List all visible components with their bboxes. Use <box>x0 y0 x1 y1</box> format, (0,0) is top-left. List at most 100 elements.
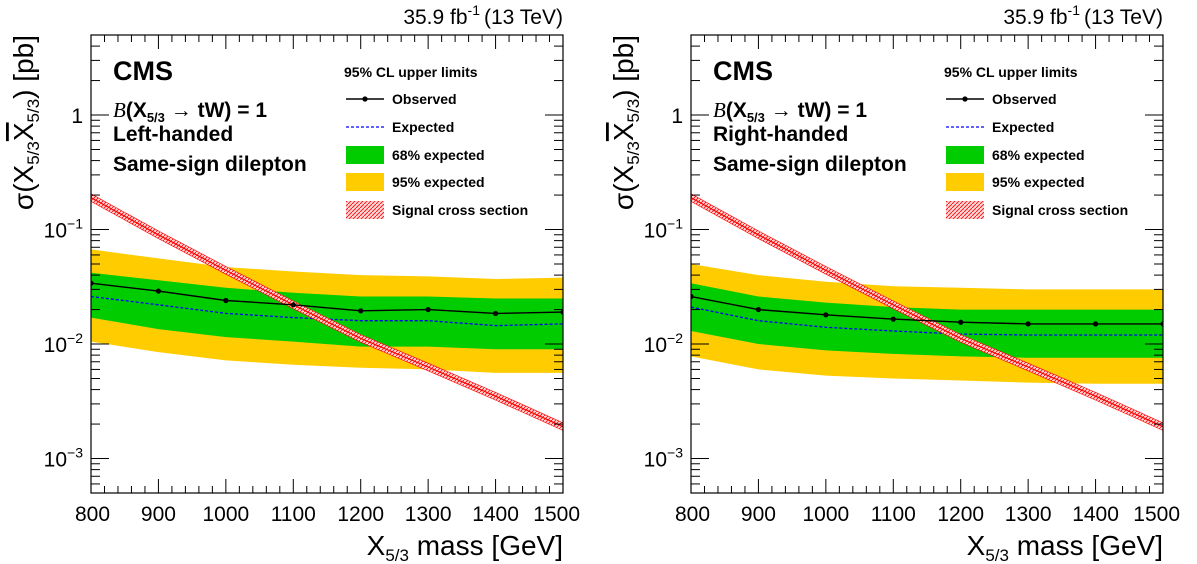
legend-item-observed: Observed <box>946 91 1057 107</box>
y-tick-base: 10 <box>44 220 67 243</box>
legend-title-text: 95% CL upper limits <box>344 64 478 80</box>
legend-68-swatch <box>946 146 984 164</box>
y-tick-exponent: −3 <box>67 445 83 461</box>
x-tick-label: 1500 <box>1133 503 1180 526</box>
x-tick-label: 1500 <box>533 503 580 526</box>
observed-point <box>823 312 829 318</box>
y-tick-label: 1 <box>71 105 83 128</box>
lumi-label: 35.9 fb-1 (13 TeV) <box>403 2 563 29</box>
legend-label-text: 68% expected <box>392 147 485 163</box>
band-68-expected <box>91 272 563 350</box>
handedness-text: Left-handed <box>113 123 233 146</box>
observed-point <box>155 288 162 294</box>
br-symbol: B <box>113 98 126 122</box>
br-subscript: 5/3 <box>747 110 765 125</box>
signal-line <box>691 197 1163 428</box>
xlabel-text: mass [GeV] <box>1009 530 1163 561</box>
ylabel-sub2: 5/3 <box>624 99 643 123</box>
handedness-label: Left-handed <box>113 123 233 146</box>
legend-label-text: Expected <box>992 119 1054 135</box>
legend-label: Signal cross section <box>992 202 1128 218</box>
br-arrow: → <box>165 99 198 122</box>
legend-item-expected: Expected <box>946 119 1054 135</box>
y-tick-label: 10−1 <box>44 216 84 243</box>
legend-signal-swatch <box>346 201 384 219</box>
br-open: (X <box>726 99 747 122</box>
x-tick-label: 1000 <box>802 503 849 526</box>
branching-ratio-label: B(X5/3 → tW) = 1 <box>713 98 867 125</box>
x-tick-label: 800 <box>675 503 710 526</box>
legend-item-signal: Signal cross section <box>346 201 528 219</box>
legend-label-text: 68% expected <box>992 147 1085 163</box>
y-tick-base: 10 <box>644 449 667 472</box>
xlabel-text: mass [GeV] <box>409 530 563 561</box>
legend-95-swatch <box>946 173 984 191</box>
observed-point <box>492 310 499 317</box>
x-tick-label: 900 <box>141 503 176 526</box>
legend-label: Expected <box>392 119 454 135</box>
ylabel-unit: ) [pb] <box>608 35 639 99</box>
xlabel-x: X <box>967 530 986 561</box>
observed-point <box>691 293 694 300</box>
observed-point <box>1092 321 1099 327</box>
y-tick-label: 10−1 <box>644 216 684 243</box>
ylabel-sigma: σ(X <box>608 164 639 210</box>
ylabel-sub1: 5/3 <box>24 141 43 165</box>
br-arrow: → <box>765 99 798 122</box>
y-axis-label-group: σ(X5/3X5/3) [pb] <box>8 35 43 210</box>
x-tick-label: 1300 <box>1005 503 1052 526</box>
cms-text: CMS <box>713 56 773 86</box>
y-tick-text: 1 <box>671 105 683 128</box>
y-tick-exponent: −1 <box>67 216 83 232</box>
plot-area <box>691 193 1163 431</box>
expected-line <box>691 306 1163 336</box>
lumi-value: 35.9 fb <box>403 6 467 29</box>
lumi-exponent: -1 <box>468 2 481 18</box>
lumi-label: 35.9 fb-1 (13 TeV) <box>1003 2 1163 29</box>
y-axis-label-group: σ(X5/3X5/3) [pb] <box>608 35 643 210</box>
x-tick-label: 1100 <box>271 503 316 526</box>
observed-point <box>290 302 296 308</box>
observed-point <box>890 316 896 322</box>
x-tick-label: 1400 <box>1072 503 1119 526</box>
handedness-text: Right-handed <box>713 123 848 146</box>
legend-label-text: 95% expected <box>992 174 1085 190</box>
panel-right-handed: 800 900 1000 1100 1200 1300 1400 1500110−110−21… <box>608 2 1180 564</box>
x-tick-label: 1000 <box>202 503 249 526</box>
legend-68-swatch <box>346 146 384 164</box>
legend-signal-swatch <box>946 201 984 219</box>
y-tick-exponent: −3 <box>667 445 683 461</box>
cms-text: CMS <box>113 56 173 86</box>
x-tick-label: 800 <box>75 503 110 526</box>
channel-label: Same-sign dilepton <box>713 153 907 176</box>
legend-item-expected: Expected <box>346 119 454 135</box>
x-tick-label: 1100 <box>871 503 916 526</box>
observed-point <box>560 309 563 315</box>
y-tick-base: 10 <box>644 220 667 243</box>
energy-label: (13 TeV) <box>484 6 563 29</box>
legend-item-band95: 95% expected <box>346 173 485 191</box>
ylabel-xbar: X <box>8 122 39 141</box>
signal-band <box>691 193 1163 431</box>
x-tick-label: 1200 <box>937 503 984 526</box>
legend-label: Observed <box>992 91 1057 107</box>
channel-text: Same-sign dilepton <box>113 153 307 176</box>
legend-label: 95% expected <box>392 174 485 190</box>
y-tick-exponent: −2 <box>67 330 83 346</box>
legend-item-band95: 95% expected <box>946 173 1085 191</box>
observed-point <box>358 308 364 314</box>
y-tick-base: 10 <box>44 449 67 472</box>
observed-point <box>425 306 431 313</box>
y-tick-exponent: −2 <box>667 330 683 346</box>
y-tick-label: 10−3 <box>44 445 84 472</box>
energy-label: (13 TeV) <box>1084 6 1163 29</box>
channel-label: Same-sign dilepton <box>113 153 307 176</box>
ylabel-unit: ) [pb] <box>8 35 39 99</box>
br-symbol: B <box>713 98 726 122</box>
xlabel-subscript: 5/3 <box>385 546 409 564</box>
y-axis-label: σ(X5/3X5/3) [pb] <box>608 35 643 210</box>
legend-label: Signal cross section <box>392 202 528 218</box>
handedness-label: Right-handed <box>713 123 848 146</box>
legend-observed-marker <box>962 96 968 102</box>
